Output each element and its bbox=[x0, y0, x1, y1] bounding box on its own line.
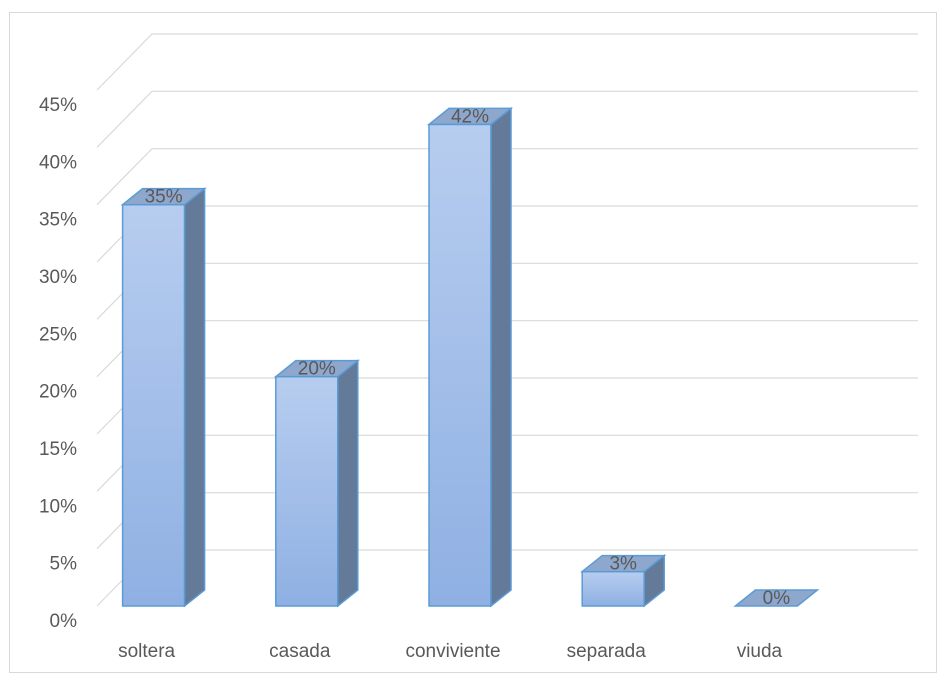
y-tick-label: 20% bbox=[39, 382, 77, 403]
bar-front bbox=[581, 570, 645, 607]
y-tick-label: 0% bbox=[50, 611, 78, 632]
bar-front bbox=[275, 375, 339, 607]
bar-top bbox=[273, 359, 360, 378]
x-tick-label: separada bbox=[567, 641, 647, 662]
gridline bbox=[96, 33, 918, 91]
bar-side bbox=[183, 187, 206, 608]
bar-side bbox=[337, 359, 359, 608]
y-tick-label: 40% bbox=[39, 152, 77, 173]
data-label: 3% bbox=[609, 554, 637, 575]
y-tick-label: 10% bbox=[39, 496, 77, 517]
data-label: 0% bbox=[763, 588, 791, 609]
gridlines bbox=[96, 33, 918, 607]
y-tick-label: 25% bbox=[39, 324, 77, 345]
y-tick-label: 35% bbox=[39, 210, 77, 231]
data-label: 42% bbox=[451, 106, 489, 127]
x-tick-label: conviviente bbox=[405, 641, 500, 662]
gridline bbox=[96, 148, 918, 206]
bar bbox=[733, 589, 820, 607]
bar bbox=[580, 554, 667, 608]
data-label: 20% bbox=[298, 359, 336, 380]
x-tick-label: viuda bbox=[737, 641, 783, 662]
bar-top bbox=[580, 554, 667, 573]
data-label: 35% bbox=[145, 187, 183, 208]
x-axis-ticks: soltera casada conviviente separada viuda bbox=[118, 641, 782, 662]
y-tick-label: 15% bbox=[39, 439, 77, 460]
bar-top bbox=[733, 589, 820, 607]
bar-front bbox=[121, 203, 186, 607]
data-labels: 35% 20% 42% 3% 0% bbox=[145, 106, 791, 609]
x-tick-label: casada bbox=[269, 641, 331, 662]
y-axis-ticks: 0% 5% 10% 15% 20% 25% 30% 35% 40% 45% bbox=[39, 95, 77, 632]
y-tick-label: 45% bbox=[39, 95, 77, 116]
bar-side bbox=[490, 106, 512, 608]
bar bbox=[120, 187, 207, 608]
bar bbox=[273, 359, 360, 608]
bars bbox=[120, 106, 820, 608]
bar-top bbox=[120, 187, 207, 206]
bar-front bbox=[428, 123, 492, 607]
y-tick-label: 30% bbox=[39, 267, 77, 288]
bar bbox=[426, 106, 514, 608]
gridline bbox=[96, 90, 918, 148]
bar-top bbox=[426, 107, 514, 126]
x-tick-label: soltera bbox=[118, 641, 175, 662]
y-tick-label: 5% bbox=[50, 554, 78, 575]
